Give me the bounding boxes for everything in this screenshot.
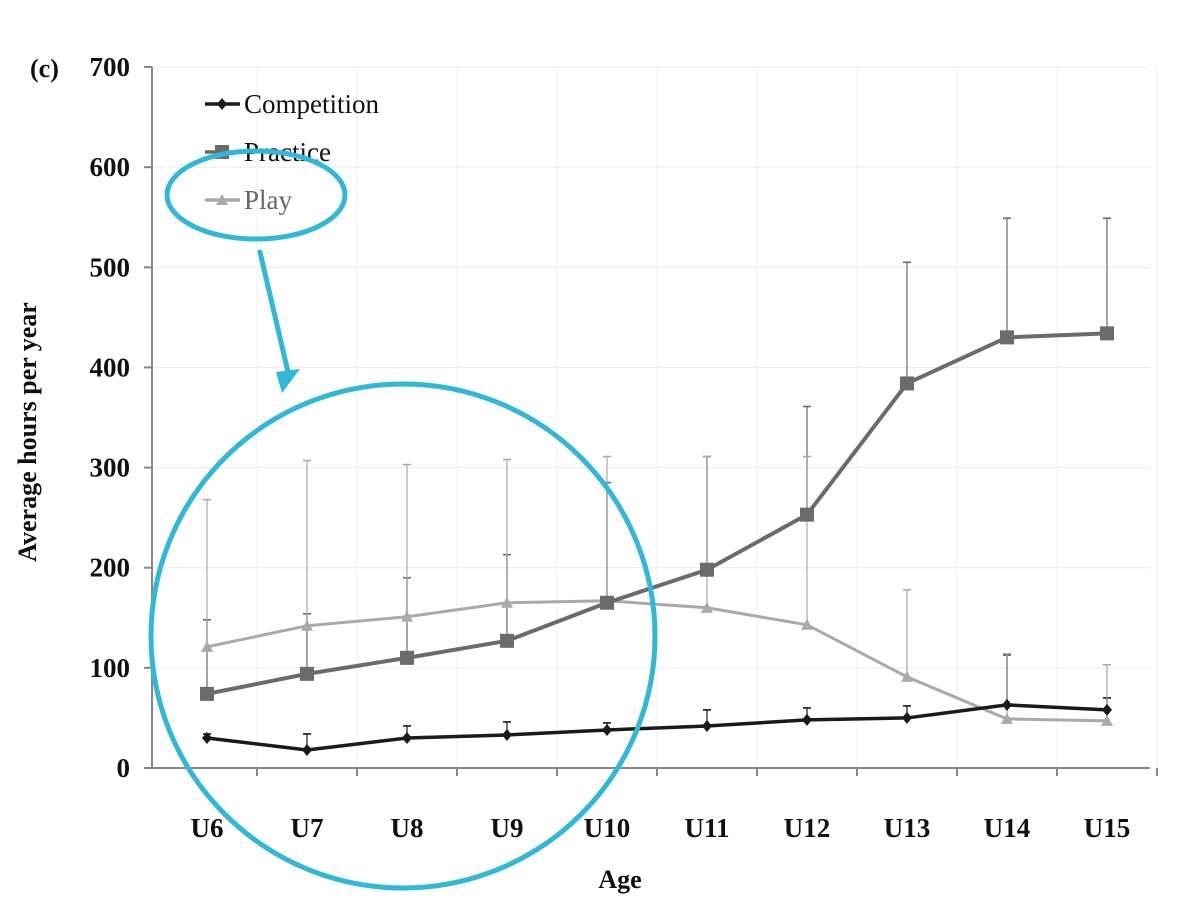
series-line-play [206, 599, 1108, 723]
x-tick-label: U14 [984, 813, 1031, 843]
x-axis-ticks: U6 U7 U8 U9 U10 U11 U12 U13 U14 U15 [191, 768, 1158, 843]
data-point-play [1001, 712, 1013, 724]
data-point-play [801, 618, 813, 630]
x-tick-label: U7 [291, 813, 324, 843]
x-tick-label: U10 [584, 813, 631, 843]
x-tick-label: U8 [391, 813, 424, 843]
data-point-play [1101, 714, 1113, 726]
arrow-shaft [257, 249, 291, 375]
data-point-competition [602, 723, 612, 736]
data-point-play [301, 619, 313, 631]
legend-marker-competition [217, 98, 227, 110]
data-point-practice [500, 633, 514, 648]
data-point-practice [200, 686, 214, 701]
annotations [148, 148, 658, 891]
legend-label-competition: Competition [244, 89, 380, 119]
data-point-play [501, 596, 513, 608]
y-axis-title: Average hours per year [13, 302, 42, 562]
y-tick-label: 300 [90, 453, 131, 483]
arrow-head [276, 369, 300, 393]
x-tick-label: U6 [191, 813, 224, 843]
series-line-competition [206, 703, 1108, 752]
data-point-play [701, 601, 713, 613]
data-point-competition [302, 743, 312, 756]
data-point-practice [900, 376, 914, 391]
data-point-competition [202, 731, 212, 744]
y-tick-label: 700 [90, 52, 131, 82]
y-tick-label: 400 [90, 352, 131, 382]
x-tick-label: U9 [491, 813, 524, 843]
data-point-play [401, 610, 413, 622]
x-tick-label: U15 [1084, 813, 1131, 843]
data-point-play [201, 640, 213, 652]
grid [152, 66, 1158, 768]
data-point-practice [400, 650, 414, 665]
highlight-circle [148, 381, 658, 891]
data-point-practice [300, 666, 314, 681]
x-tick-label: U12 [784, 813, 831, 843]
x-tick-label: U11 [684, 813, 729, 843]
data-point-competition [802, 713, 812, 726]
x-tick-label: U13 [884, 813, 931, 843]
data-point-practice [700, 562, 714, 577]
y-tick-label: 500 [90, 252, 131, 282]
data-point-competition [1002, 698, 1012, 711]
axes [144, 67, 1150, 769]
legend-label-play: Play [244, 185, 293, 215]
data-point-competition [402, 731, 412, 744]
series [200, 326, 1114, 756]
data-point-practice [1100, 326, 1114, 341]
y-tick-label: 100 [90, 653, 131, 683]
data-point-competition [1102, 703, 1112, 716]
legend-marker-play [216, 194, 228, 205]
panel-label: (c) [30, 54, 59, 83]
highlight-ellipse [164, 148, 348, 242]
data-point-competition [502, 728, 512, 741]
data-point-competition [702, 719, 712, 732]
y-tick-label: 600 [90, 152, 131, 182]
data-point-practice [600, 595, 614, 610]
error-bars [203, 217, 1111, 750]
data-point-practice [800, 507, 814, 522]
data-point-play [901, 670, 913, 682]
y-axis-ticks: 0 100 200 300 400 500 600 700 [90, 52, 152, 783]
x-axis-title: Age [598, 865, 641, 894]
data-point-competition [902, 711, 912, 724]
data-point-practice [1000, 330, 1014, 345]
y-tick-label: 0 [117, 753, 131, 783]
y-tick-label: 200 [90, 553, 131, 583]
series-line-practice [206, 331, 1108, 696]
